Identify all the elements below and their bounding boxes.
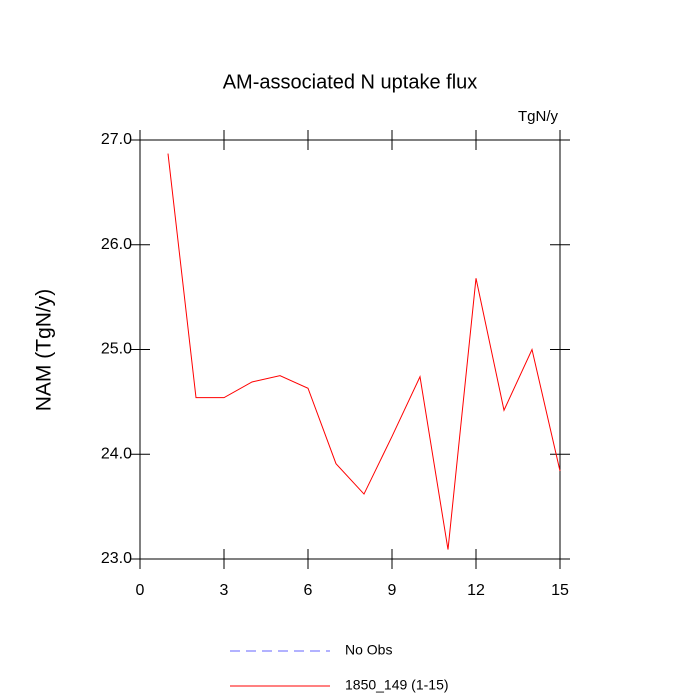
plot-frame [139, 139, 561, 560]
data-line [167, 153, 561, 550]
y-axis-label: NAM (TgN/y) [33, 289, 56, 412]
x-tick-label: 9 [388, 582, 397, 599]
units-label: TgN/y [518, 108, 559, 125]
y-tick-label: 24.0 [101, 445, 132, 462]
x-tick-label: 6 [304, 582, 313, 599]
x-tick-label: 15 [551, 582, 569, 599]
x-tick-label: 3 [220, 582, 229, 599]
y-tick-label: 25.0 [101, 341, 132, 358]
y-tick-label: 26.0 [101, 236, 132, 253]
legend-label: No Obs [345, 642, 392, 658]
chart-title: AM-associated N uptake flux [223, 71, 478, 93]
y-tick-label: 27.0 [101, 131, 132, 148]
x-tick-label: 12 [467, 582, 485, 599]
legend-label: 1850_149 (1-15) [345, 677, 449, 693]
y-tick-label: 23.0 [101, 550, 132, 567]
x-tick-label: 0 [136, 582, 145, 599]
